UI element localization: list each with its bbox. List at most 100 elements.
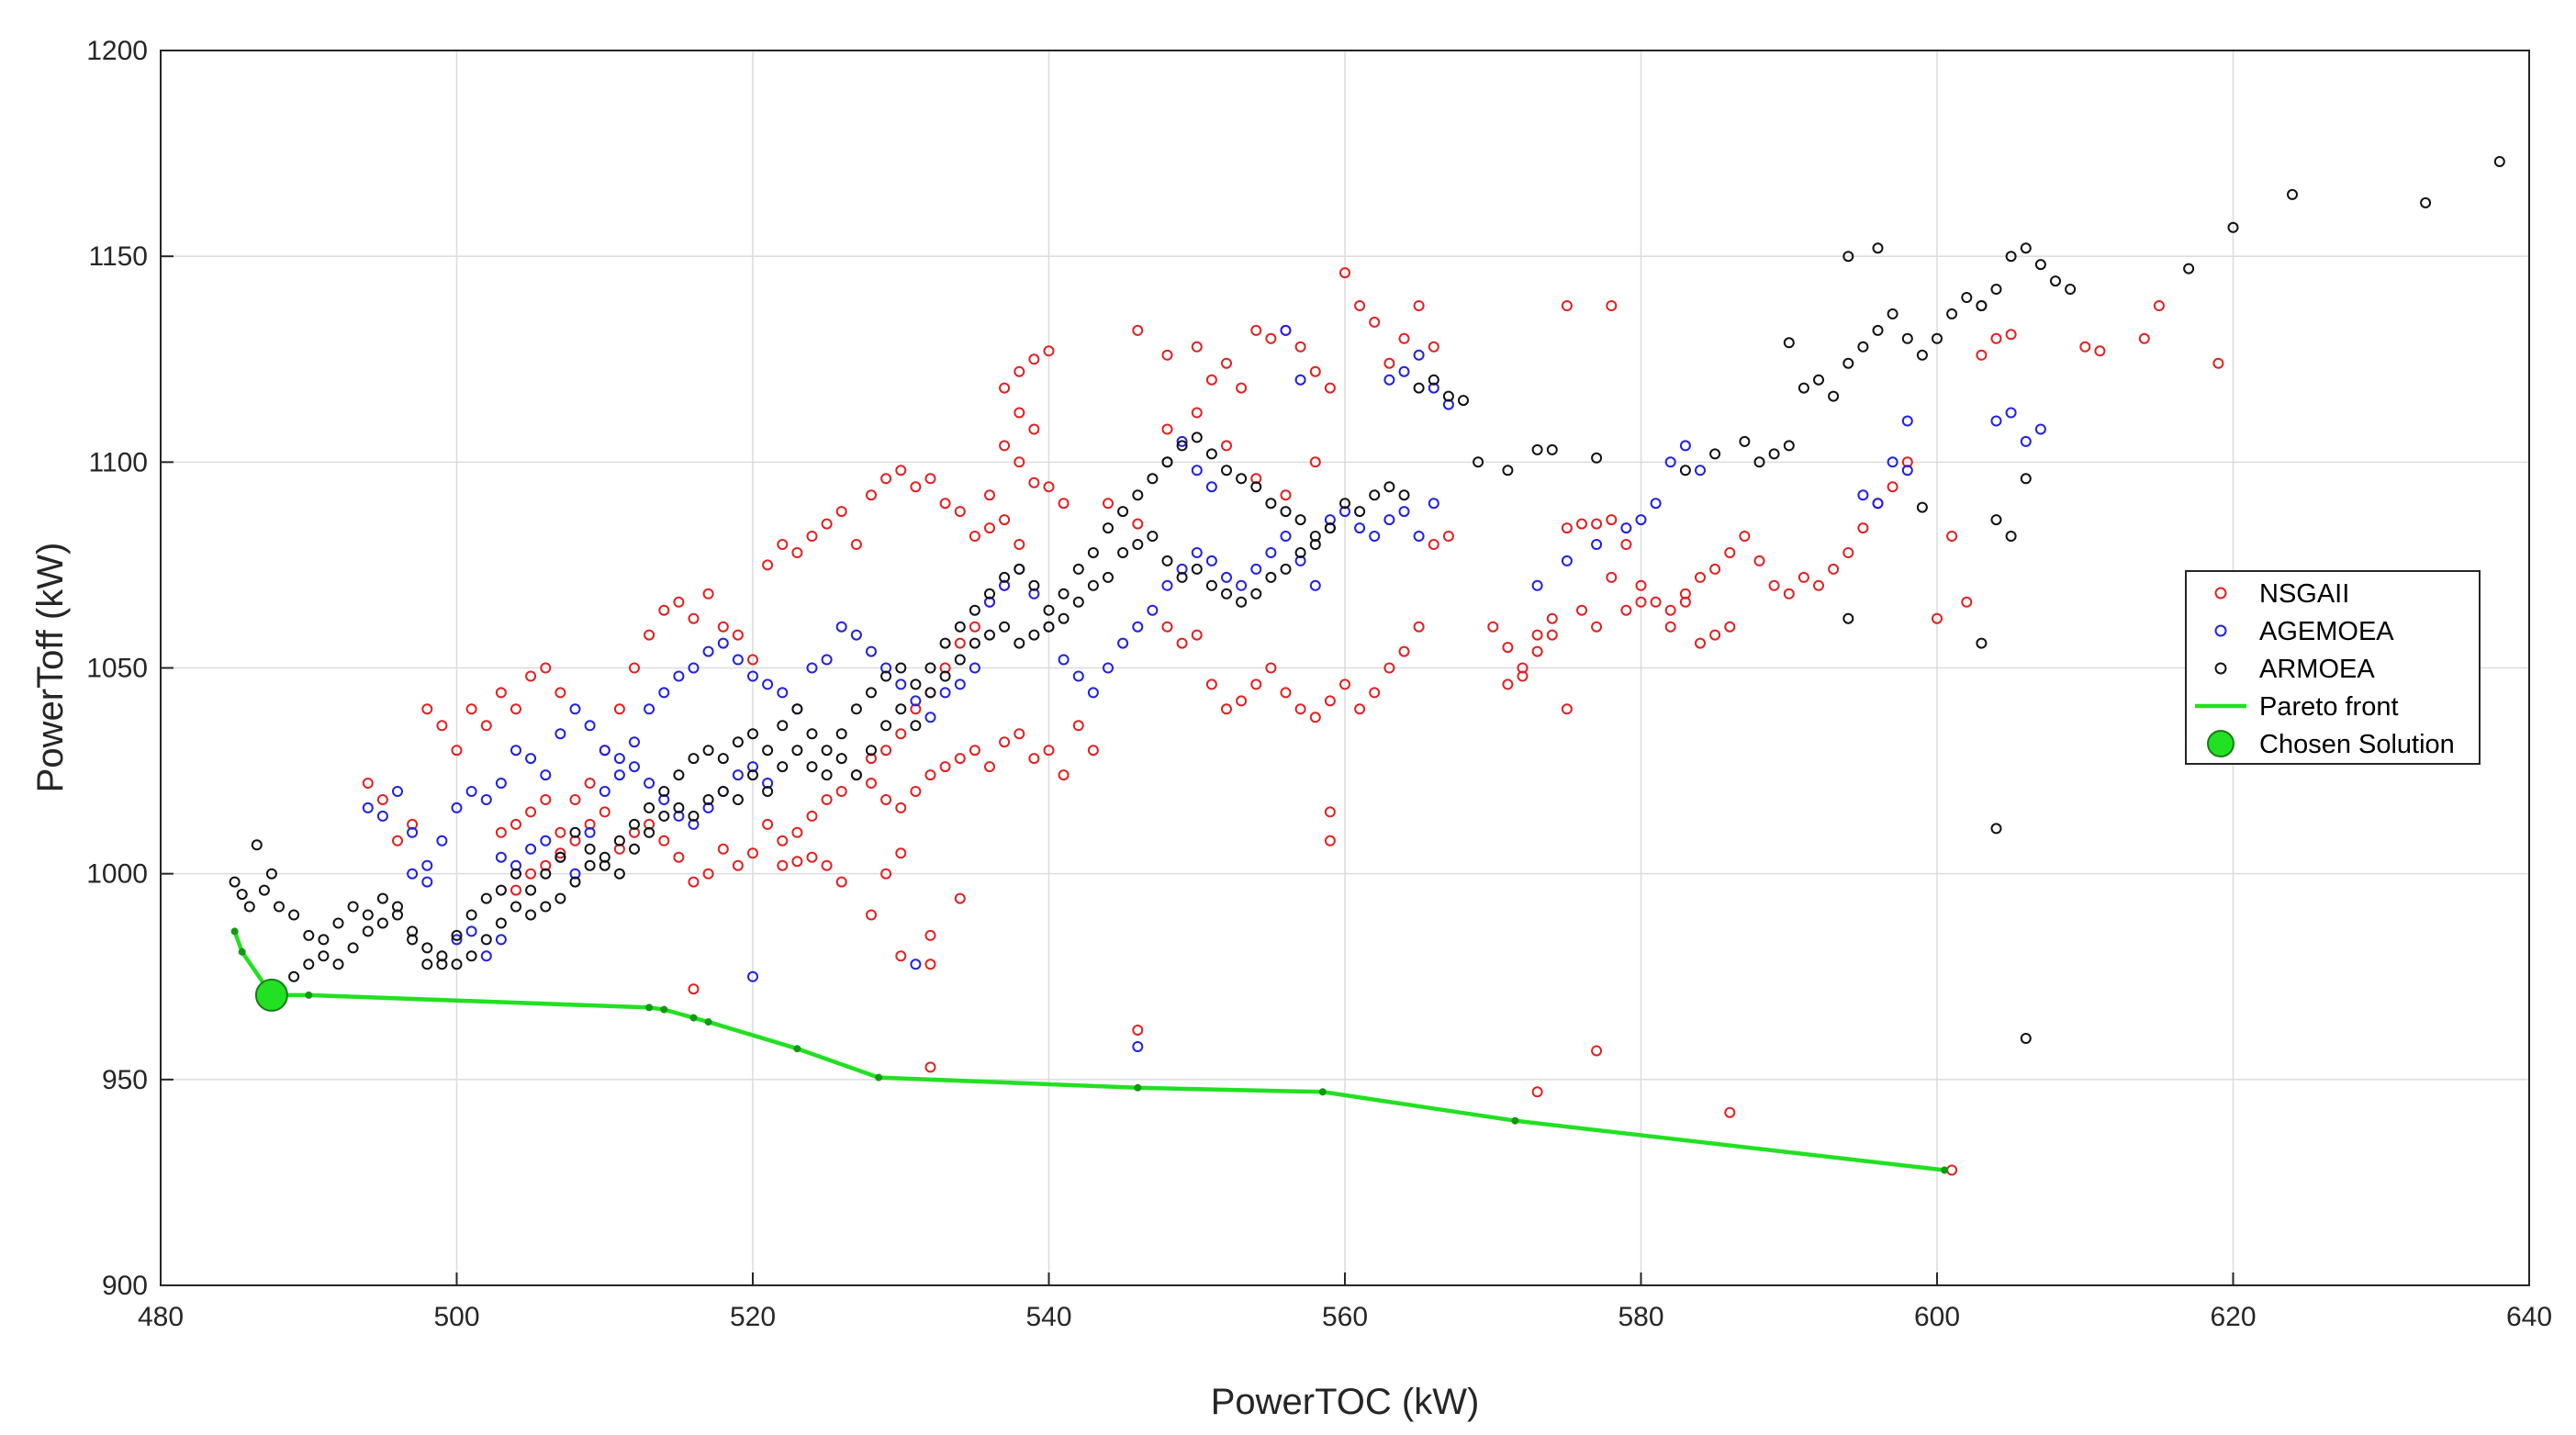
data-point	[999, 382, 1011, 394]
data-point	[1043, 621, 1055, 633]
data-point	[436, 835, 448, 846]
data-point	[702, 794, 714, 805]
data-point	[910, 786, 922, 797]
data-point	[939, 761, 951, 773]
data-point	[1339, 267, 1350, 279]
data-point	[525, 884, 537, 896]
x-tick-label: 480	[138, 1302, 184, 1332]
data-point	[910, 720, 922, 732]
data-point	[525, 670, 537, 682]
data-point	[1161, 423, 1173, 435]
data-point	[1916, 349, 1928, 361]
data-point	[835, 621, 847, 633]
data-point	[613, 835, 625, 846]
data-point	[673, 596, 685, 608]
data-point	[969, 621, 980, 633]
data-point	[1976, 300, 1988, 311]
data-point	[644, 629, 655, 641]
data-point	[924, 1061, 936, 1073]
data-point	[717, 753, 729, 765]
data-point	[806, 728, 818, 740]
y-axis-label: PowerToff (kW)	[30, 543, 71, 793]
data-point	[1813, 374, 1824, 386]
data-point	[1428, 539, 1439, 550]
data-point	[1280, 324, 1292, 336]
legend-marker-icon	[2214, 662, 2227, 675]
data-point	[495, 778, 507, 789]
data-point	[1576, 518, 1587, 530]
data-point	[1132, 1041, 1144, 1052]
data-point	[1664, 604, 1676, 616]
data-point	[1294, 341, 1306, 353]
data-point	[1990, 415, 2002, 427]
pareto-point	[1511, 1116, 1519, 1125]
data-point	[1473, 456, 1484, 468]
data-point	[347, 942, 359, 954]
data-point	[984, 588, 995, 600]
data-point	[791, 856, 803, 868]
data-point	[554, 851, 566, 863]
data-point	[777, 761, 789, 773]
data-point	[1561, 555, 1573, 566]
data-point	[2183, 263, 2195, 275]
data-point	[1383, 374, 1395, 386]
data-point	[880, 720, 892, 732]
data-point	[910, 481, 922, 493]
data-point	[540, 835, 552, 846]
data-point	[584, 720, 596, 732]
pareto-point	[1134, 1083, 1142, 1092]
data-point	[1236, 579, 1248, 591]
data-point	[2050, 275, 2061, 287]
data-point	[1546, 443, 1558, 455]
data-point	[303, 929, 315, 941]
series-nsgaii	[362, 267, 2224, 1176]
data-point	[1724, 621, 1736, 633]
data-point	[1932, 612, 1943, 624]
data-point	[850, 703, 862, 715]
data-point	[1072, 720, 1084, 732]
data-point	[954, 506, 966, 518]
data-point	[599, 806, 610, 818]
data-point	[1428, 382, 1439, 394]
data-point	[1813, 579, 1824, 591]
data-point	[1857, 522, 1869, 534]
data-point	[1265, 332, 1277, 344]
data-point	[1191, 341, 1203, 353]
data-point	[1028, 579, 1040, 591]
y-tick-label: 1200	[86, 36, 148, 66]
data-point	[258, 884, 270, 896]
data-point	[392, 786, 403, 797]
data-point	[2094, 345, 2106, 357]
data-point	[1058, 588, 1070, 600]
data-point	[421, 859, 433, 871]
data-point	[673, 670, 685, 682]
data-point	[762, 678, 774, 690]
data-point	[451, 959, 463, 970]
data-point	[1887, 456, 1898, 468]
data-point	[1901, 465, 1913, 476]
data-point	[1117, 547, 1129, 558]
data-point	[702, 745, 714, 757]
legend-item-nsgaii: NSGAII	[2214, 579, 2349, 609]
data-point	[613, 703, 625, 715]
data-point	[850, 769, 862, 781]
data-point	[1205, 555, 1217, 566]
data-point	[806, 810, 818, 822]
data-point	[629, 826, 640, 838]
data-point	[2420, 196, 2432, 208]
data-point	[1014, 365, 1025, 377]
data-point	[1650, 596, 1662, 608]
data-point	[1383, 357, 1395, 369]
data-point	[1265, 571, 1277, 583]
data-point	[1783, 440, 1795, 452]
data-point	[1236, 382, 1248, 394]
data-point	[1606, 571, 1618, 583]
data-point	[924, 959, 936, 970]
data-point	[1383, 481, 1395, 493]
data-point	[777, 835, 789, 846]
data-point	[1191, 432, 1203, 443]
data-point	[332, 959, 344, 970]
data-point	[1753, 555, 1765, 566]
data-point	[717, 637, 729, 649]
data-point	[1591, 518, 1603, 530]
